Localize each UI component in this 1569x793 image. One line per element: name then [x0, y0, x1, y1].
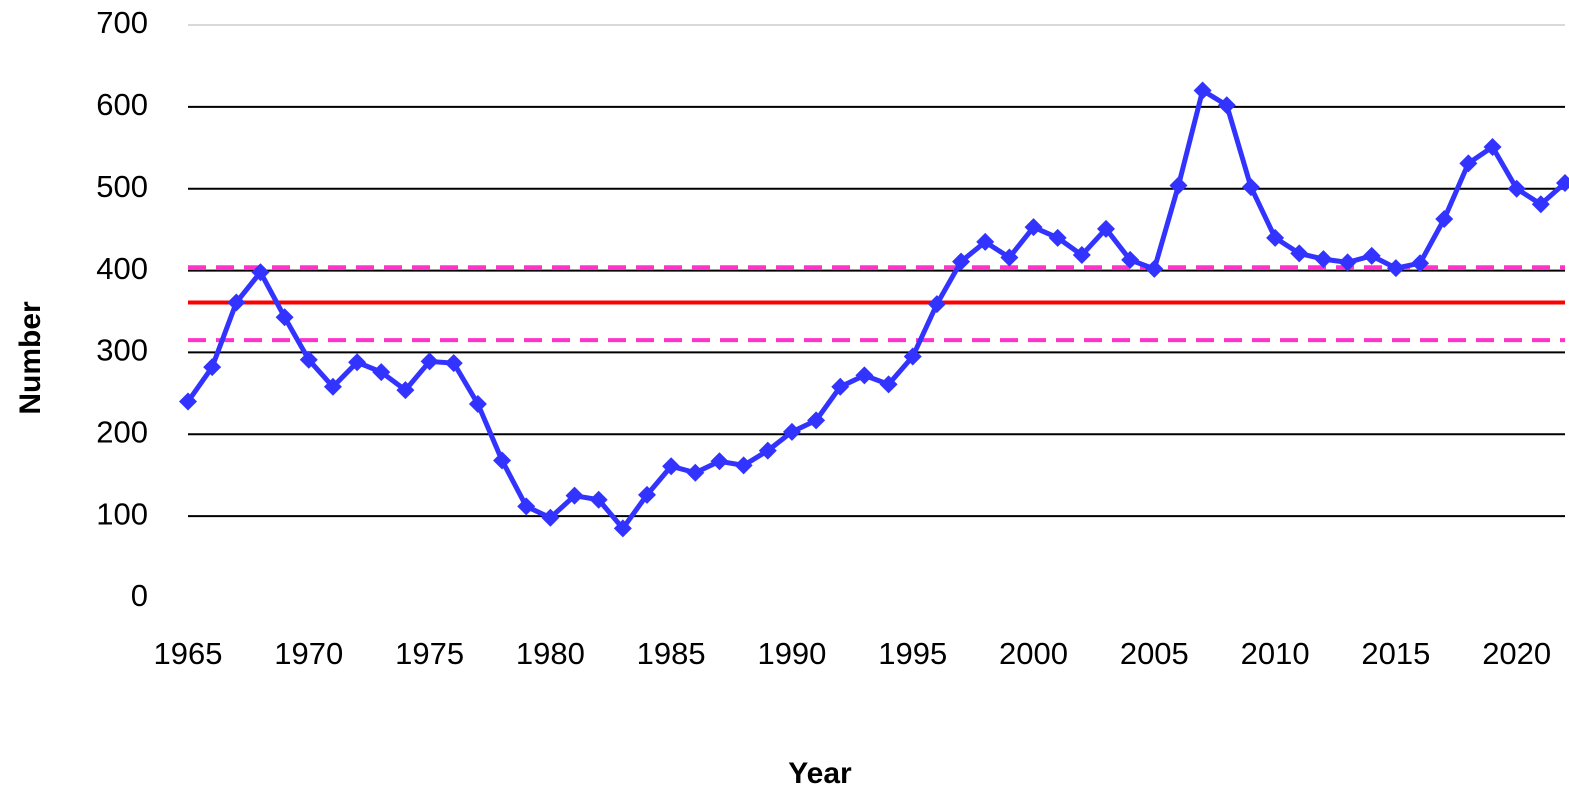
marker	[686, 463, 705, 482]
marker	[1217, 96, 1236, 115]
marker	[1338, 253, 1357, 272]
marker	[1072, 246, 1091, 265]
marker	[1290, 244, 1309, 263]
marker	[396, 381, 415, 400]
x-tick-label: 1970	[274, 636, 343, 671]
marker	[179, 392, 197, 411]
marker	[927, 295, 946, 314]
marker	[1048, 228, 1067, 247]
marker	[1507, 179, 1526, 198]
marker	[1435, 210, 1454, 229]
marker	[1266, 228, 1285, 247]
x-tick-label: 1995	[878, 636, 947, 671]
marker	[1459, 154, 1478, 173]
marker	[879, 375, 898, 394]
marker	[1000, 248, 1019, 267]
x-tick-label: 2010	[1241, 636, 1310, 671]
marker	[1483, 137, 1502, 156]
x-tick-label: 1965	[154, 636, 223, 671]
marker	[251, 263, 270, 282]
x-tick-label: 1985	[637, 636, 706, 671]
marker	[589, 490, 608, 509]
marker	[952, 252, 971, 271]
x-tick-label: 2015	[1361, 636, 1430, 671]
marker	[976, 232, 995, 251]
marker	[468, 394, 487, 413]
x-tick-label: 1980	[516, 636, 585, 671]
marker	[1097, 219, 1115, 238]
marker	[299, 350, 318, 369]
marker	[541, 508, 560, 527]
marker	[1362, 246, 1381, 265]
y-tick-label: 700	[96, 5, 148, 40]
x-tick-label: 2005	[1120, 636, 1189, 671]
marker	[323, 377, 342, 396]
x-tick-label: 1990	[757, 636, 826, 671]
marker	[662, 457, 681, 476]
marker	[734, 456, 753, 475]
y-tick-label: 600	[96, 87, 148, 122]
marker	[831, 377, 850, 396]
marker	[348, 353, 367, 372]
marker	[1386, 259, 1405, 278]
marker	[1024, 218, 1043, 237]
y-tick-label: 500	[96, 169, 148, 204]
marker	[493, 451, 512, 470]
marker	[1145, 259, 1164, 278]
marker	[1531, 195, 1550, 214]
marker	[1121, 250, 1140, 269]
marker	[565, 486, 584, 505]
marker	[1556, 173, 1569, 192]
marker	[1193, 81, 1212, 100]
y-tick-label: 300	[96, 333, 148, 368]
marker	[372, 363, 391, 382]
marker	[227, 293, 246, 312]
marker	[444, 354, 463, 373]
x-axis-title: Year	[788, 757, 852, 790]
marker	[782, 422, 801, 441]
marker	[903, 347, 922, 366]
marker	[807, 411, 826, 430]
marker	[638, 485, 656, 504]
series-line	[185, 87, 1567, 531]
y-tick-label: 400	[96, 251, 148, 286]
x-tick-label: 1975	[395, 636, 464, 671]
marker	[203, 358, 222, 377]
marker	[275, 308, 294, 327]
y-axis-title: Number	[14, 301, 47, 415]
marker	[1241, 178, 1260, 197]
x-tick-label: 2020	[1482, 636, 1551, 671]
marker	[420, 352, 439, 371]
y-tick-label: 100	[96, 496, 148, 531]
marker	[1169, 176, 1188, 195]
y-tick-label: 0	[131, 578, 148, 613]
x-tick-label: 2000	[999, 636, 1068, 671]
marker	[710, 452, 729, 471]
marker	[1314, 250, 1333, 269]
y-tick-label: 200	[96, 414, 148, 449]
marker	[613, 519, 632, 538]
marker	[517, 497, 536, 516]
marker	[758, 441, 777, 460]
marker	[1411, 254, 1430, 273]
marker	[855, 366, 874, 385]
